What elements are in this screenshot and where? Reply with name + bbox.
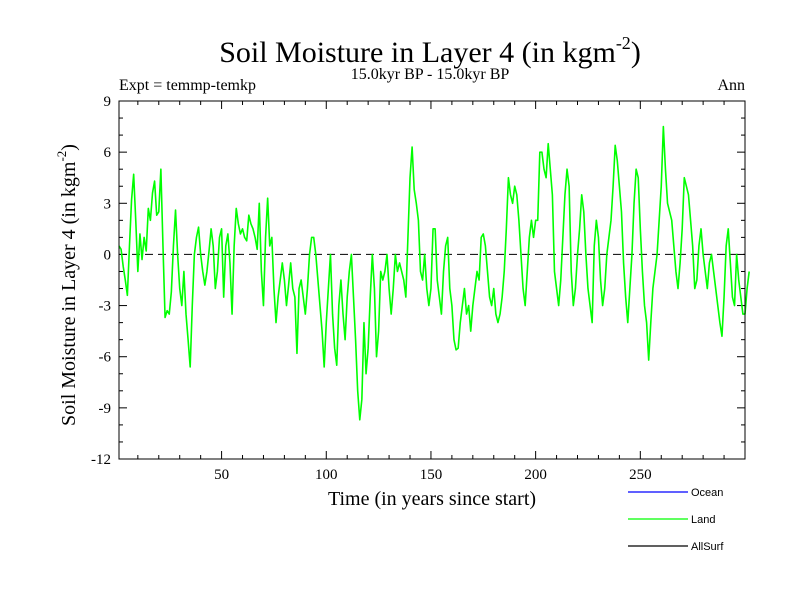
legend-item-ocean: Ocean xyxy=(628,487,723,499)
y-axis-label: Soil Moisture in Layer 4 (in kgm-2) xyxy=(54,144,80,426)
y-label-close: ) xyxy=(58,144,80,151)
title-main: Soil Moisture in Layer 4 (in kgm xyxy=(219,36,616,69)
y-tick-label--3: -3 xyxy=(99,299,112,315)
y-tick-label--9: -9 xyxy=(99,401,112,417)
x-tick-label-200: 200 xyxy=(524,467,547,483)
title-superscript: -2 xyxy=(616,33,631,53)
legend: Ocean Land AllSurf xyxy=(628,487,724,553)
legend-label-ocean: Ocean xyxy=(691,487,723,499)
y-label-main: Soil Moisture in Layer 4 (in kgm xyxy=(58,161,80,426)
legend-label-allsurf: AllSurf xyxy=(691,541,724,553)
chart-title: Soil Moisture in Layer 4 (in kgm-2) xyxy=(219,33,641,69)
title-close: ) xyxy=(631,36,641,69)
legend-label-land: Land xyxy=(691,514,715,526)
y-tick-label-3: 3 xyxy=(104,196,112,212)
plot-frame xyxy=(118,100,746,460)
y-tick-label-0: 0 xyxy=(104,247,112,263)
y-tick-label--12: -12 xyxy=(91,452,111,468)
y-tick-label-6: 6 xyxy=(104,145,112,161)
legend-item-allsurf: AllSurf xyxy=(628,541,724,553)
axis-ticks xyxy=(119,100,745,460)
experiment-label: Expt = temmp-temkp xyxy=(119,77,256,94)
tick-labels: 50 100 150 200 250 -12 -9 -6 -3 0 3 6 9 xyxy=(91,94,652,483)
y-label-superscript: -2 xyxy=(54,151,69,162)
y-tick-label--6: -6 xyxy=(99,350,112,366)
x-tick-label-50: 50 xyxy=(214,467,229,483)
chart-subtitle: 15.0kyr BP - 15.0kyr BP xyxy=(351,66,510,83)
x-tick-label-250: 250 xyxy=(629,467,652,483)
data-series xyxy=(118,125,750,421)
legend-item-land: Land xyxy=(628,514,715,526)
x-axis-label: Time (in years since start) xyxy=(328,488,536,510)
y-tick-label-9: 9 xyxy=(104,94,112,110)
season-label: Ann xyxy=(717,77,745,94)
series-line-land xyxy=(118,125,750,421)
x-tick-label-100: 100 xyxy=(315,467,338,483)
x-tick-label-150: 150 xyxy=(420,467,443,483)
